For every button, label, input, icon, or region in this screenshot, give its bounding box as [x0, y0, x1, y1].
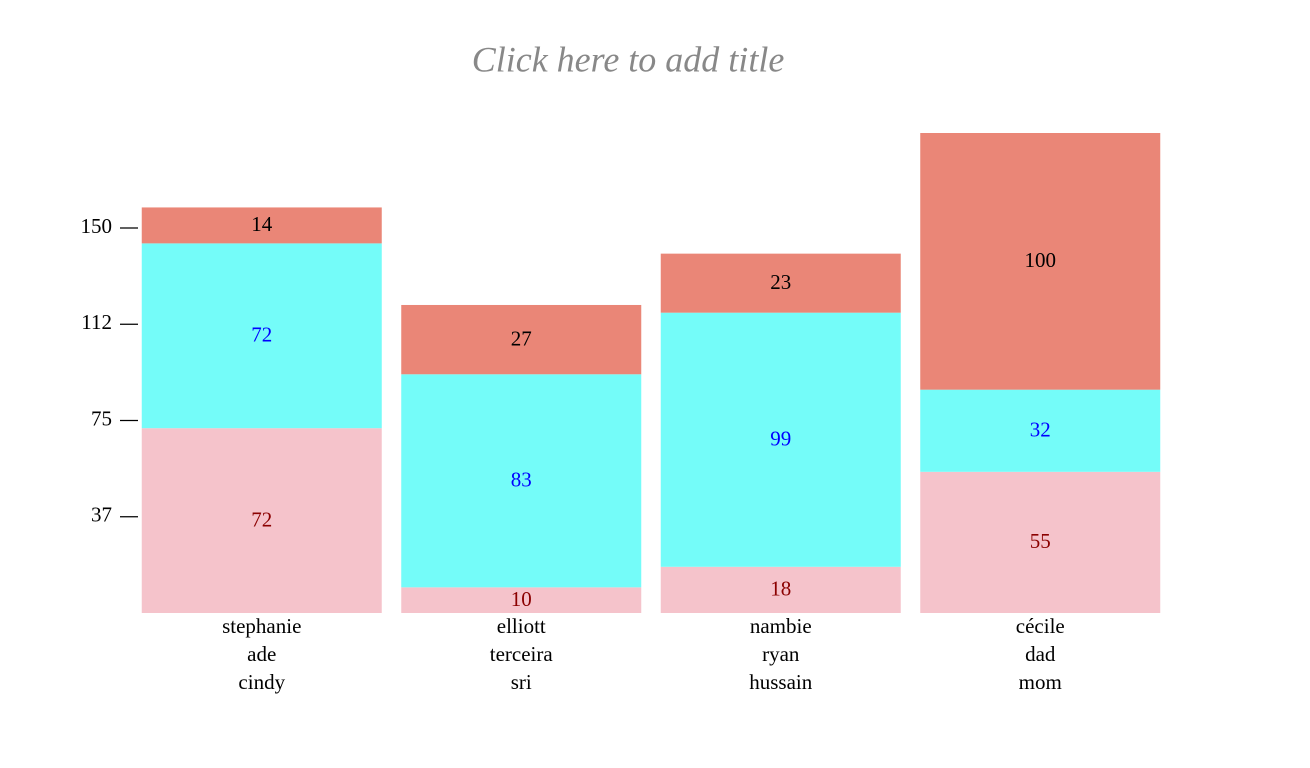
y-tick-label: 75 — [91, 406, 112, 430]
bar-segment — [660, 312, 901, 567]
bar-segment — [660, 253, 901, 313]
bar-segment — [141, 207, 382, 244]
x-tick-label: ade — [247, 642, 276, 666]
x-tick-label: elliott — [497, 614, 546, 638]
data-label: 10 — [511, 587, 532, 611]
data-label: 55 — [1030, 529, 1051, 553]
data-label: 72 — [251, 507, 272, 531]
data-label: 23 — [770, 270, 791, 294]
x-tick-label: cécile — [1016, 614, 1065, 638]
data-label: 14 — [251, 212, 273, 236]
x-tick-label: nambie — [750, 614, 812, 638]
y-tick-label: 150 — [81, 214, 113, 238]
bar-segment — [920, 389, 1161, 472]
x-tick-label: hussain — [749, 670, 813, 694]
x-tick-label: ryan — [762, 642, 800, 666]
bar-segment — [141, 428, 382, 613]
data-label: 100 — [1025, 248, 1057, 272]
bar-segment — [920, 471, 1161, 613]
data-label: 32 — [1030, 418, 1051, 442]
x-tick-label: dad — [1025, 642, 1056, 666]
x-tick-label: cindy — [238, 670, 285, 694]
y-tick-label: 37 — [91, 503, 112, 527]
bar-segment — [660, 566, 901, 613]
data-label: 99 — [770, 427, 791, 451]
x-tick-label: stephanie — [222, 614, 301, 638]
x-tick-label: mom — [1019, 670, 1062, 694]
bar-segment — [401, 587, 642, 613]
y-tick-label: 112 — [81, 310, 112, 334]
data-label: 18 — [770, 577, 791, 601]
bar-segment — [141, 243, 382, 429]
x-tick-label: terceira — [490, 642, 554, 666]
bar-segment — [401, 304, 642, 375]
data-label: 83 — [511, 468, 532, 492]
bar-segment — [920, 133, 1161, 390]
bar-segment — [401, 374, 642, 588]
data-label: 27 — [511, 326, 532, 350]
x-tick-label: sri — [511, 670, 532, 694]
data-label: 72 — [251, 323, 272, 347]
chart-title: Click here to add title — [472, 39, 785, 79]
